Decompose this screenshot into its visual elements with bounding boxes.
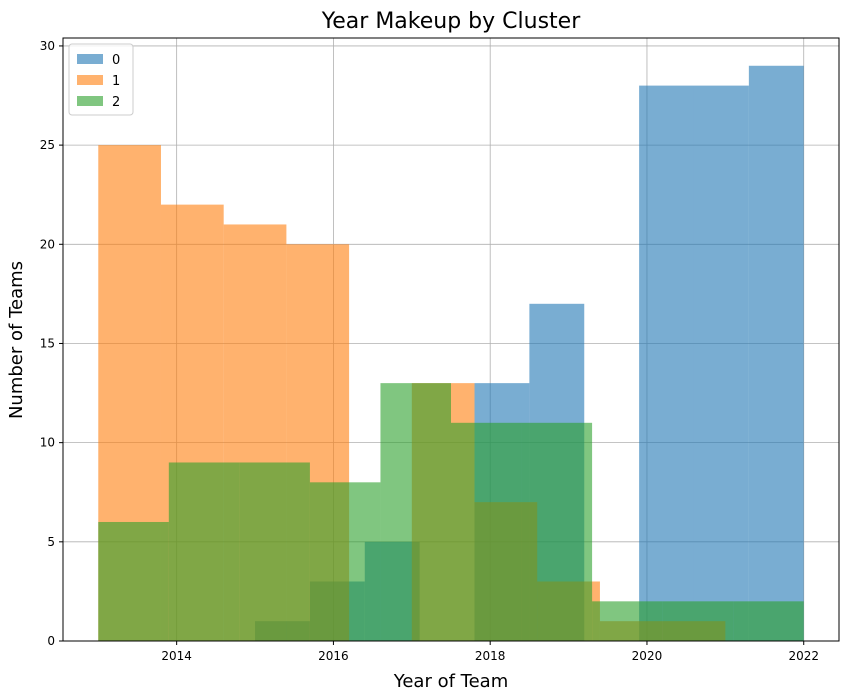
legend-swatch-2 xyxy=(77,96,103,106)
y-axis-ticks: 0 5 10 15 20 25 30 xyxy=(40,39,63,648)
plot-frame xyxy=(62,37,840,642)
bar-series-0 xyxy=(639,85,694,641)
bar-series-2 xyxy=(380,383,451,641)
x-tick-label: 2014 xyxy=(161,649,192,663)
legend-swatch-0 xyxy=(77,54,103,64)
bar-series-2 xyxy=(592,601,663,641)
y-axis-label: Number of Teams xyxy=(6,261,27,419)
bar-series-2 xyxy=(98,521,169,641)
x-tick-label: 2020 xyxy=(632,649,663,663)
y-tick-label: 30 xyxy=(40,39,55,53)
legend-swatch-1 xyxy=(77,75,103,85)
y-tick-label: 0 xyxy=(47,634,55,648)
legend-label-0: 0 xyxy=(112,53,120,68)
y-tick-label: 5 xyxy=(47,535,55,549)
y-tick-label: 25 xyxy=(40,138,55,152)
y-tick-label: 15 xyxy=(40,336,55,350)
y-tick-label: 10 xyxy=(40,436,55,450)
bar-series-2 xyxy=(239,462,310,641)
bar-series-2 xyxy=(521,422,593,641)
bars xyxy=(98,65,804,642)
bar-series-2 xyxy=(733,601,804,641)
x-axis-ticks: 2014 2016 2018 2020 2022 xyxy=(161,641,819,663)
x-tick-label: 2022 xyxy=(788,649,819,663)
bar-series-2 xyxy=(451,422,522,641)
legend: 0 1 2 xyxy=(68,43,134,116)
x-tick-label: 2018 xyxy=(475,649,506,663)
series-2 xyxy=(98,383,804,641)
legend-label-1: 1 xyxy=(112,74,120,89)
bar-series-0 xyxy=(748,65,804,642)
bar-series-2 xyxy=(168,462,240,641)
bar-series-2 xyxy=(309,482,381,641)
x-axis-label: Year of Team xyxy=(393,671,508,692)
bar-series-2 xyxy=(662,601,734,641)
chart-title: Year Makeup by Cluster xyxy=(321,9,581,34)
x-tick-label: 2016 xyxy=(318,649,349,663)
legend-label-2: 2 xyxy=(112,95,120,110)
bar-series-0 xyxy=(693,85,749,641)
y-tick-label: 20 xyxy=(40,237,55,251)
